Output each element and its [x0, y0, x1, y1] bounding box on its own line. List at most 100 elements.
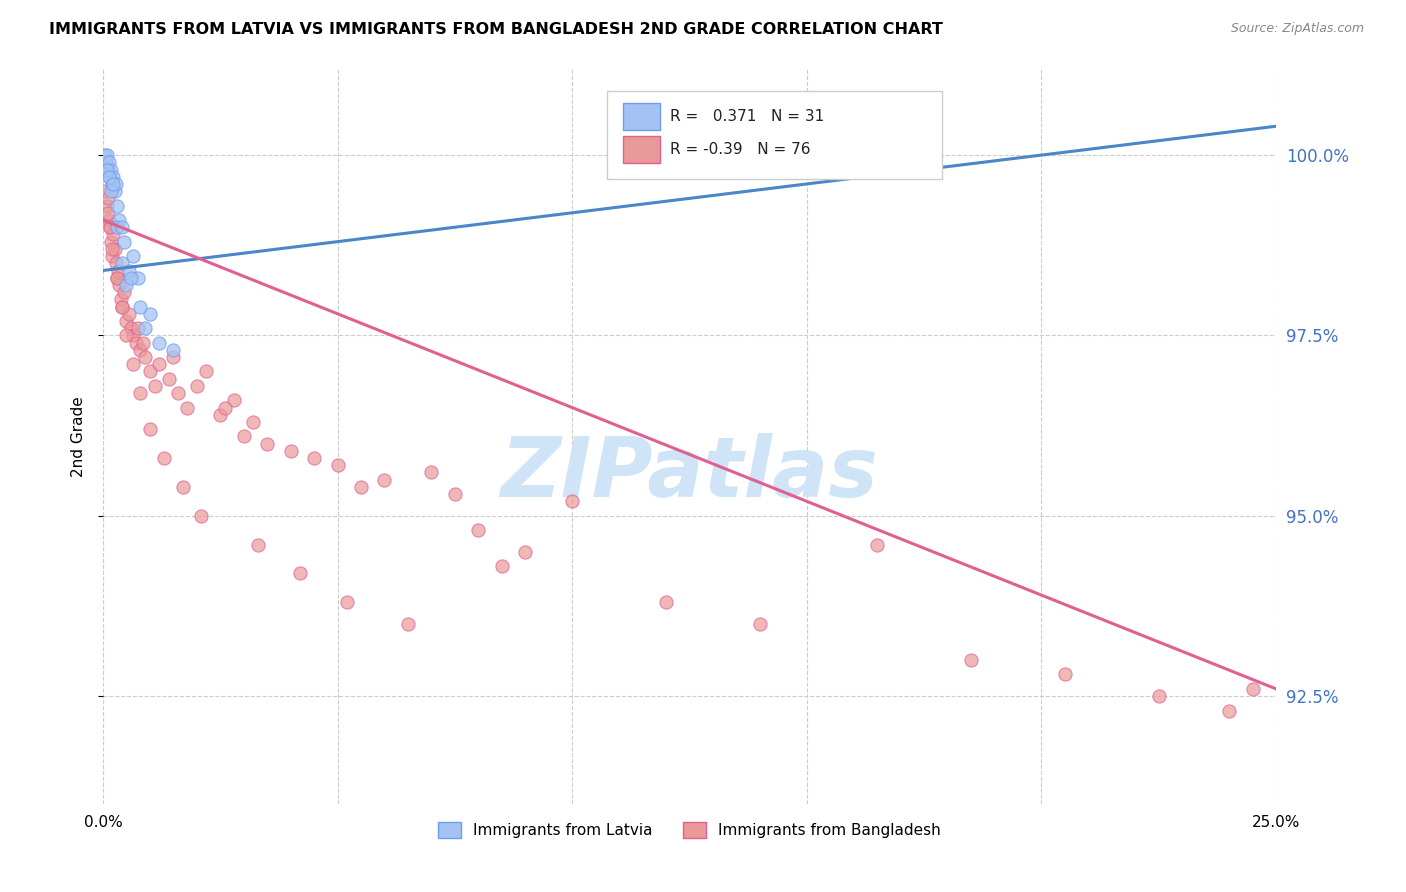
Point	[129, 300, 152, 314]
FancyBboxPatch shape	[623, 136, 661, 163]
Point	[97, 169, 120, 184]
Point	[105, 198, 128, 212]
Point	[162, 350, 184, 364]
Point	[105, 256, 128, 270]
Point	[444, 487, 467, 501]
Point	[97, 162, 120, 177]
Point	[105, 220, 128, 235]
Point	[209, 408, 232, 422]
Point	[129, 343, 152, 357]
Point	[246, 538, 269, 552]
Point	[111, 300, 134, 314]
Point	[129, 386, 152, 401]
Point	[96, 198, 118, 212]
Point	[118, 307, 141, 321]
Point	[336, 595, 359, 609]
Point	[172, 480, 194, 494]
Point	[162, 343, 184, 357]
Point	[491, 559, 513, 574]
Point	[350, 480, 373, 494]
Point	[101, 177, 124, 191]
Point	[143, 379, 166, 393]
Point	[105, 270, 128, 285]
Point	[110, 293, 132, 307]
Point	[111, 300, 134, 314]
Point	[153, 451, 176, 466]
Point	[195, 364, 218, 378]
Point	[101, 242, 124, 256]
Point	[467, 523, 489, 537]
Point	[515, 545, 537, 559]
Point	[111, 256, 134, 270]
Text: 25.0%: 25.0%	[1251, 815, 1301, 830]
Point	[122, 249, 145, 263]
Point	[101, 249, 124, 263]
Point	[420, 466, 443, 480]
Point	[125, 335, 148, 350]
Point	[100, 162, 122, 177]
Point	[97, 191, 120, 205]
Point	[190, 508, 212, 523]
Point	[96, 162, 118, 177]
Point	[214, 401, 236, 415]
Point	[105, 270, 128, 285]
Point	[115, 328, 138, 343]
Point	[103, 227, 125, 242]
Point	[148, 357, 170, 371]
Text: R = -0.39   N = 76: R = -0.39 N = 76	[669, 142, 810, 157]
Text: ZIPatlas: ZIPatlas	[501, 433, 879, 514]
Point	[118, 263, 141, 277]
Point	[112, 235, 135, 249]
Point	[1147, 689, 1170, 703]
Point	[122, 328, 145, 343]
Point	[96, 155, 118, 169]
Point	[157, 372, 180, 386]
Y-axis label: 2nd Grade: 2nd Grade	[72, 396, 86, 477]
Point	[98, 155, 121, 169]
Point	[1053, 667, 1076, 681]
Text: 0.0%: 0.0%	[83, 815, 122, 830]
Point	[98, 220, 121, 235]
Point	[1241, 681, 1264, 696]
Point	[148, 335, 170, 350]
Point	[396, 617, 419, 632]
Point	[122, 357, 145, 371]
Point	[256, 436, 278, 450]
Legend: Immigrants from Latvia, Immigrants from Bangladesh: Immigrants from Latvia, Immigrants from …	[432, 816, 948, 845]
Point	[101, 169, 124, 184]
Point	[232, 429, 254, 443]
Point	[98, 169, 121, 184]
Point	[224, 393, 246, 408]
Point	[655, 595, 678, 609]
Point	[167, 386, 190, 401]
Point	[127, 270, 149, 285]
Point	[288, 566, 311, 581]
Point	[96, 148, 118, 162]
Point	[176, 401, 198, 415]
Point	[104, 184, 127, 198]
Point	[120, 270, 142, 285]
Text: R =   0.371   N = 31: R = 0.371 N = 31	[669, 109, 824, 124]
Point	[115, 314, 138, 328]
Point	[326, 458, 349, 473]
Point	[134, 350, 156, 364]
Point	[100, 235, 122, 249]
Point	[111, 220, 134, 235]
Point	[104, 242, 127, 256]
Point	[132, 335, 155, 350]
Point	[139, 364, 162, 378]
Point	[1218, 704, 1240, 718]
FancyBboxPatch shape	[607, 91, 942, 179]
Point	[960, 653, 983, 667]
Point	[105, 177, 128, 191]
Point	[100, 184, 122, 198]
Point	[242, 415, 264, 429]
Point	[866, 538, 889, 552]
Point	[94, 148, 117, 162]
Point	[139, 422, 162, 436]
Point	[115, 277, 138, 292]
Point	[302, 451, 325, 466]
Point	[134, 321, 156, 335]
Point	[280, 443, 302, 458]
Point	[97, 206, 120, 220]
